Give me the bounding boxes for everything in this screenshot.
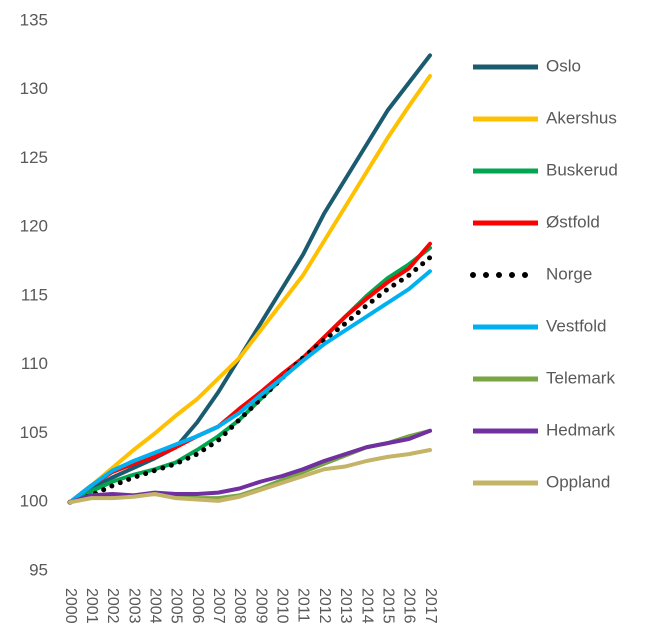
legend-label: Hedmark: [546, 420, 615, 439]
y-tick-label: 95: [29, 560, 48, 579]
legend-label: Oslo: [546, 56, 581, 75]
x-tick-label: 2008: [231, 588, 248, 624]
x-tick-label: 2009: [252, 588, 269, 624]
legend-label: Norge: [546, 264, 592, 283]
series-line: [68, 74, 432, 505]
x-tick-label: 2012: [316, 588, 333, 624]
legend-label: Buskerud: [546, 160, 618, 179]
x-tick-label: 2001: [83, 588, 100, 624]
series-line: [68, 269, 432, 505]
x-tick-label: 2004: [146, 588, 163, 624]
x-tick-label: 2013: [337, 588, 354, 624]
y-tick-label: 135: [20, 10, 48, 29]
series-line: [68, 241, 432, 505]
series-line: [68, 53, 432, 505]
y-tick-label: 130: [20, 79, 48, 98]
x-tick-label: 2006: [189, 588, 206, 624]
x-tick-label: 2007: [210, 588, 227, 624]
x-tick-label: 2005: [168, 588, 185, 624]
y-tick-label: 100: [20, 492, 48, 511]
y-tick-label: 120: [20, 217, 48, 236]
y-tick-label: 105: [20, 423, 48, 442]
x-tick-label: 2014: [358, 588, 375, 624]
x-tick-label: 2000: [62, 588, 79, 624]
legend-label: Vestfold: [546, 316, 607, 335]
y-tick-label: 110: [21, 354, 48, 373]
y-tick-label: 115: [21, 285, 48, 304]
legend-label: Akershus: [546, 108, 617, 127]
x-tick-label: 2011: [295, 588, 312, 623]
x-tick-label: 2003: [125, 588, 142, 624]
x-tick-label: 2016: [401, 588, 418, 624]
y-tick-label: 125: [20, 148, 48, 167]
series-line: [67, 255, 433, 505]
legend-label: Østfold: [546, 212, 600, 231]
x-tick-label: 2017: [422, 588, 439, 624]
legend-label: Oppland: [546, 472, 610, 491]
x-tick-label: 2002: [104, 588, 121, 624]
x-tick-label: 2015: [379, 588, 396, 624]
series-line: [68, 448, 432, 505]
x-tick-label: 2010: [274, 588, 291, 624]
legend-label: Telemark: [546, 368, 615, 387]
